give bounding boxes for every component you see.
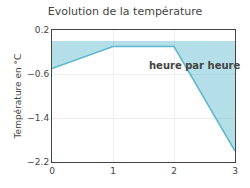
svg-text:Evolution de la température: Evolution de la température xyxy=(48,5,203,18)
svg-text:Température en °C: Température en °C xyxy=(13,54,23,140)
svg-text:−2.2: −2.2 xyxy=(27,157,49,167)
svg-text:0: 0 xyxy=(49,166,55,176)
svg-text:3: 3 xyxy=(232,166,238,176)
svg-text:0.2: 0.2 xyxy=(35,25,49,35)
svg-text:1: 1 xyxy=(110,166,116,176)
svg-text:2: 2 xyxy=(171,166,177,176)
svg-text:−1.4: −1.4 xyxy=(27,113,49,123)
svg-text:heure par heure: heure par heure xyxy=(149,60,240,71)
svg-text:−0.6: −0.6 xyxy=(27,69,49,79)
